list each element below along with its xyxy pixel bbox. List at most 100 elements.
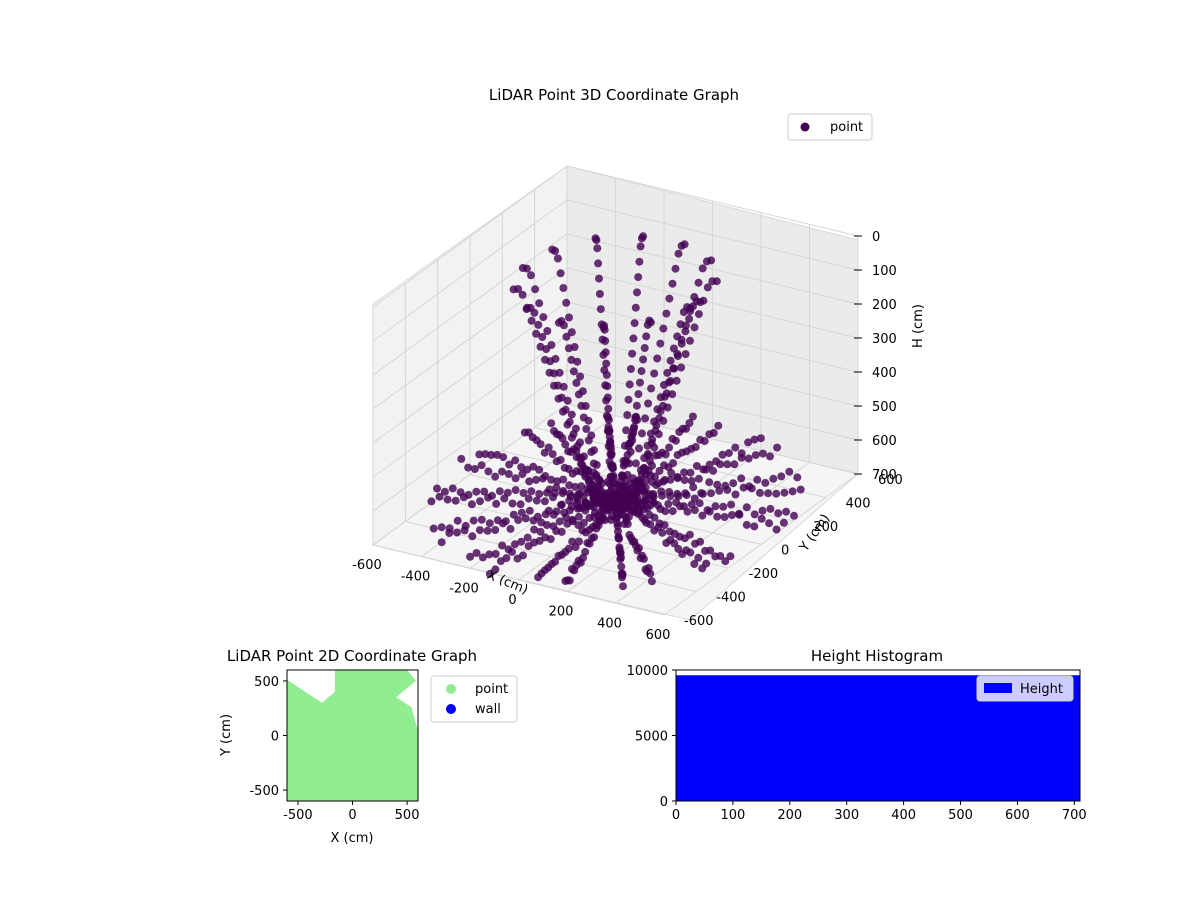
data-point-3d xyxy=(594,482,603,491)
data-point-3d xyxy=(562,513,571,522)
data-point-3d xyxy=(703,506,712,515)
data-point-3d xyxy=(636,378,644,387)
data-point-3d xyxy=(604,404,613,413)
data-point-3d xyxy=(604,416,613,425)
data-point-3d xyxy=(548,450,557,459)
grid-line xyxy=(566,369,859,441)
data-point-3d xyxy=(558,489,567,498)
data-point-3d xyxy=(582,425,591,433)
data-point-3d xyxy=(595,274,603,283)
data-point-3d xyxy=(699,465,708,474)
data-point-3d xyxy=(517,463,526,472)
data-point-3d xyxy=(581,506,590,515)
data-point-3d xyxy=(468,532,477,541)
data-point-3d xyxy=(511,474,520,483)
grid-line xyxy=(566,301,859,373)
point-region-2d xyxy=(287,670,418,801)
data-point-3d xyxy=(594,259,603,268)
data-point-3d xyxy=(687,500,696,509)
data-point-3d xyxy=(498,541,507,550)
grid-line xyxy=(534,427,826,498)
y-tick-label-histogram: 5000 xyxy=(635,730,668,745)
data-point-3d xyxy=(546,357,555,366)
data-point-3d xyxy=(694,310,703,319)
data-point-3d xyxy=(484,467,493,476)
data-point-3d xyxy=(627,501,636,510)
data-point-3d xyxy=(451,496,460,505)
data-point-3d xyxy=(699,296,708,305)
data-point-3d xyxy=(599,323,608,332)
grid-line xyxy=(372,369,568,512)
data-point-3d xyxy=(698,511,707,520)
legend-box-3d xyxy=(787,113,873,141)
data-point-3d xyxy=(656,505,665,513)
data-point-3d xyxy=(646,520,655,529)
data-point-3d xyxy=(553,254,562,263)
data-point-3d xyxy=(491,565,500,574)
z-ticks-3d: 0 100 200 300 400 500 600 700 xyxy=(854,230,897,483)
data-point-3d xyxy=(686,548,695,557)
data-point-3d xyxy=(567,502,576,511)
data-point-3d xyxy=(495,487,504,496)
data-point-3d xyxy=(550,427,558,435)
grid-line xyxy=(663,473,859,616)
data-point-3d xyxy=(443,495,452,504)
data-point-3d xyxy=(460,526,469,535)
data-point-3d xyxy=(726,552,735,561)
data-point-3d xyxy=(766,452,774,461)
data-point-3d xyxy=(735,509,743,518)
data-point-3d xyxy=(607,472,616,481)
data-point-3d xyxy=(521,514,530,523)
data-point-3d xyxy=(520,428,529,437)
data-point-3d xyxy=(650,472,659,481)
y-tick-label-3d: -600 xyxy=(684,614,714,629)
data-point-3d xyxy=(569,430,578,438)
data-point-3d xyxy=(589,490,598,499)
data-point-3d xyxy=(548,245,557,254)
data-point-3d xyxy=(673,489,682,498)
data-point-3d xyxy=(650,417,659,426)
data-point-3d xyxy=(653,354,662,363)
data-point-3d xyxy=(459,493,468,502)
data-point-3d xyxy=(492,499,501,508)
data-point-3d xyxy=(605,427,614,436)
data-point-3d xyxy=(711,502,720,511)
data-point-3d xyxy=(559,475,568,484)
data-point-3d xyxy=(705,460,714,469)
data-point-3d xyxy=(499,453,508,462)
data-point-3d xyxy=(692,462,701,470)
data-point-3d xyxy=(686,336,694,345)
data-point-3d xyxy=(706,546,715,555)
data-point-3d xyxy=(729,479,738,488)
data-point-3d xyxy=(774,509,783,518)
grid-line xyxy=(372,165,568,308)
chart-2d: LiDAR Point 2D Coordinate Graph -500 0 500… xyxy=(219,647,518,846)
data-point-3d xyxy=(530,525,539,534)
data-point-3d xyxy=(467,500,476,509)
data-point-3d xyxy=(659,416,668,425)
point-area-2d xyxy=(287,670,418,801)
data-point-3d xyxy=(700,437,709,446)
x-tick-label-histogram: 400 xyxy=(891,808,916,823)
data-point-3d xyxy=(577,454,586,463)
data-point-3d xyxy=(481,450,490,459)
data-point-3d xyxy=(697,489,706,498)
data-point-3d xyxy=(470,465,479,473)
data-point-3d xyxy=(523,533,532,542)
legend-swatch-height xyxy=(984,683,1012,693)
data-point-3d xyxy=(718,450,727,459)
data-point-3d xyxy=(639,505,648,514)
data-point-3d xyxy=(634,390,643,399)
data-point-3d xyxy=(696,537,705,546)
data-point-3d xyxy=(645,490,653,498)
x-tick-label-3d: -200 xyxy=(449,581,479,596)
data-point-3d xyxy=(464,463,473,472)
data-point-3d xyxy=(555,517,564,526)
data-point-3d xyxy=(673,474,682,483)
data-point-3d xyxy=(680,476,689,485)
data-point-3d xyxy=(681,350,690,359)
data-point-3d xyxy=(585,478,594,487)
legend-3d: point xyxy=(787,113,873,141)
data-point-3d xyxy=(606,450,615,459)
data-point-3d xyxy=(649,498,658,507)
